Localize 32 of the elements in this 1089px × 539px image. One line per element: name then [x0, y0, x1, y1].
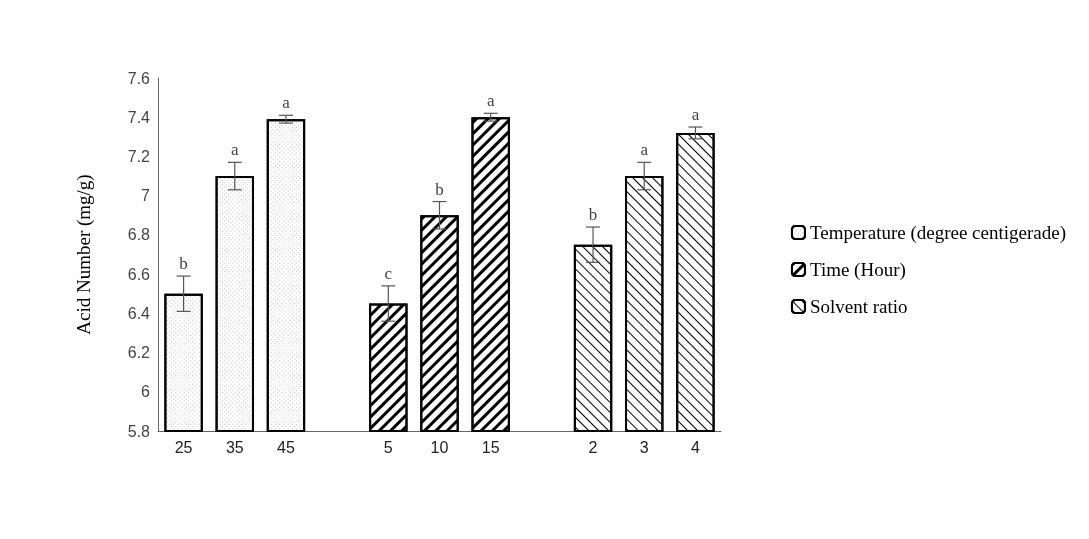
annotation: b	[588, 205, 598, 225]
x-tick-label: 25	[174, 438, 193, 456]
y-tick-label: 5.8	[127, 422, 151, 440]
y-tick-label: 6.8	[127, 226, 151, 244]
annotation: a	[640, 140, 649, 160]
legend-label: Time (Hour)	[809, 259, 906, 281]
x-tick-label: 45	[277, 438, 295, 456]
x-tick-label: 35	[225, 438, 244, 456]
x-tick-label: 3	[639, 438, 649, 456]
y-tick-label: 6.2	[127, 344, 151, 362]
annotation: c	[384, 263, 393, 283]
y-tick-label: 6.4	[127, 304, 151, 322]
y-tick-label: 6.6	[127, 265, 151, 283]
x-tick-label: 10	[430, 438, 449, 456]
annotation: a	[691, 105, 700, 125]
annotation: b	[179, 254, 188, 274]
y-tick-label: 7.6	[127, 69, 151, 87]
annotation: a	[231, 140, 239, 160]
x-tick-label: 15	[481, 438, 500, 456]
legend-label: Solvent ratio	[809, 296, 908, 317]
annotation: b	[435, 179, 444, 199]
x-tick-label: 5	[383, 438, 393, 456]
legend-label: Temperature (degree centigerade)	[809, 222, 1067, 244]
x-tick-label: 2	[588, 438, 598, 456]
x-tick-label: 4	[690, 438, 700, 456]
y-tick-label: 6	[141, 383, 151, 401]
y-axis-title: Acid Number (mg/g)	[73, 174, 95, 335]
annotation: a	[282, 93, 291, 113]
y-tick-label: 7.4	[127, 108, 151, 126]
y-tick-label: 7	[141, 187, 151, 205]
y-tick-label: 7.2	[127, 147, 151, 165]
annotation: a	[486, 91, 495, 111]
